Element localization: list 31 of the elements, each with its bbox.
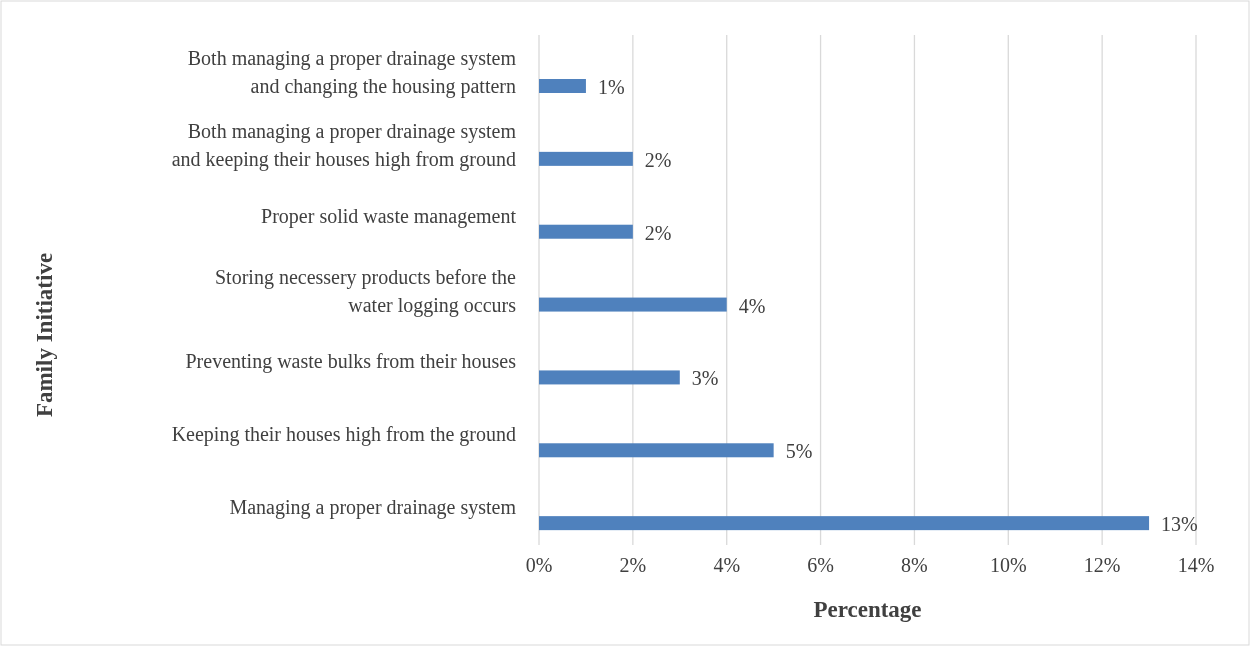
y-tick-label: Both managing a proper drainage system and changing the housing pattern [187,47,517,98]
x-tick-label: 0% [525,554,553,576]
data-label: 2% [644,148,672,171]
x-tick-label: 8% [901,554,928,576]
data-label: 1% [597,76,625,98]
bar [539,79,586,93]
y-tick-label: Preventing waste bulks from their houses [185,350,517,374]
x-axis-title: Percentage [813,597,922,622]
bar [539,370,680,385]
bar [539,224,633,239]
x-tick-label: 2% [619,554,647,576]
bar [539,516,1150,531]
x-tick-label: 14% [1177,554,1215,576]
y-tick-label: Managing a proper drainage system [229,496,517,520]
bar [539,151,633,166]
y-tick-label: Storing necessery products before the water logging occurs [214,265,517,317]
data-label: 3% [691,367,719,390]
bar [539,443,774,458]
y-tick-label: Both managing a proper drainage system and keeping their houses high from ground [171,119,517,171]
data-label: 5% [785,440,813,463]
data-label: 13% [1161,513,1198,536]
y-tick-label: Keeping their houses high from the ground [171,423,516,447]
x-tick-label: 4% [713,554,741,576]
data-label: 2% [644,221,672,244]
y-axis-title: Family Initiative [32,252,57,418]
x-tick-label: 12% [1083,554,1121,576]
x-tick-label: 10% [989,554,1027,576]
x-tick-label: 6% [807,554,834,576]
bar [539,297,727,312]
y-tick-label: Proper solid waste management [261,204,517,228]
data-label: 4% [738,294,766,317]
